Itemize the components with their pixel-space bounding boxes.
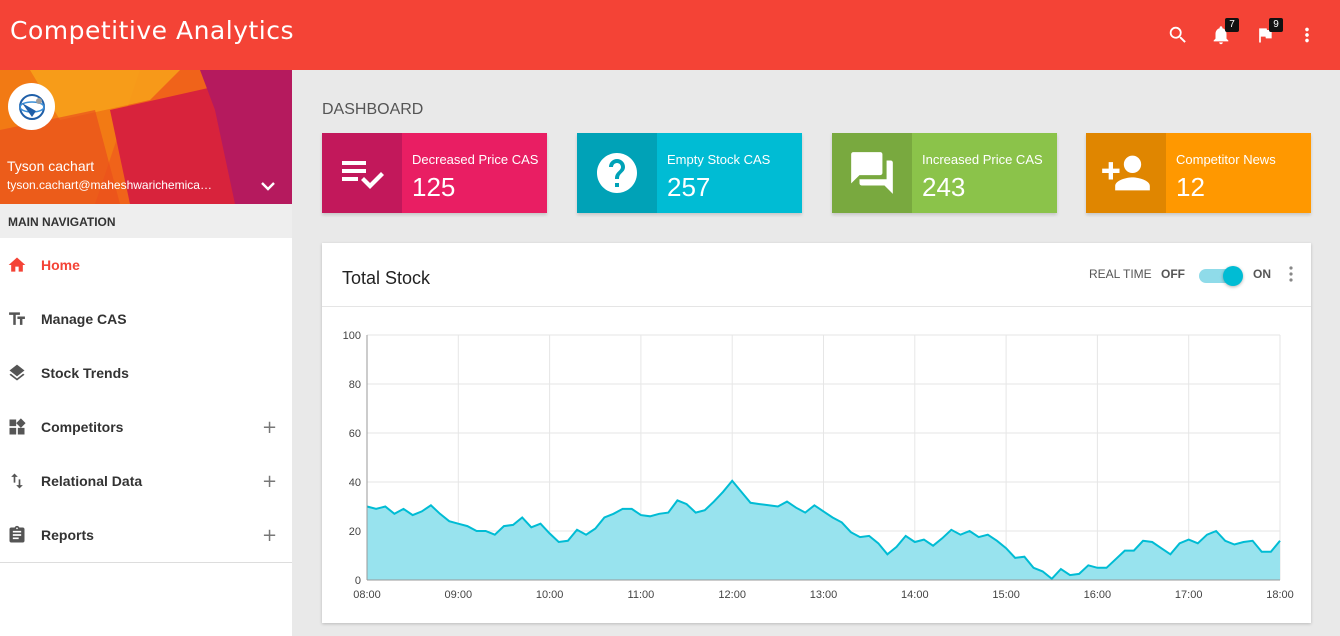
x-tick-label: 16:00 xyxy=(1084,589,1112,601)
expand-icon[interactable]: + xyxy=(262,525,278,546)
total-stock-card: Total Stock REAL TIME OFF ON 0 20 40 60 80 10… xyxy=(322,243,1311,623)
x-tick-label: 15:00 xyxy=(992,589,1020,601)
sidebar-item-reports[interactable]: Reports + xyxy=(0,508,292,562)
chevron-down-icon xyxy=(261,182,275,191)
sidebar-item-label: Manage CAS xyxy=(41,311,127,327)
more-vert-icon xyxy=(1289,266,1293,282)
info-box-text: Increased Price CAS xyxy=(922,152,1043,167)
x-tick-label: 08:00 xyxy=(353,589,381,601)
info-box-text: Decreased Price CAS xyxy=(412,152,539,167)
assignment-icon xyxy=(9,525,25,543)
x-tick-label: 14:00 xyxy=(901,589,929,601)
y-tick-label: 20 xyxy=(349,526,361,538)
info-box-empty-stock[interactable]: Empty Stock CAS 257 xyxy=(577,133,802,213)
sidebar-item-stock-trends[interactable]: Stock Trends xyxy=(0,346,292,400)
info-box-number: 12 xyxy=(1176,172,1205,202)
card-title: Total Stock xyxy=(342,268,431,288)
realtime-off-label: OFF xyxy=(1161,267,1185,281)
sidebar-item-label: Stock Trends xyxy=(41,365,129,381)
info-box-increased-price[interactable]: Increased Price CAS 243 xyxy=(832,133,1057,213)
avatar[interactable] xyxy=(8,83,55,130)
bell-icon xyxy=(1213,26,1229,45)
info-box-icon xyxy=(832,133,912,213)
sidebar-item-home[interactable]: Home xyxy=(0,238,292,292)
flag-icon xyxy=(1259,28,1272,43)
expand-icon[interactable]: + xyxy=(262,417,278,438)
info-box-number: 257 xyxy=(667,172,711,202)
series-line xyxy=(366,479,1281,581)
x-tick-label: 11:00 xyxy=(628,589,655,601)
flags-button[interactable]: 9 xyxy=(1252,18,1283,48)
swap-vert-icon xyxy=(11,473,23,489)
sidebar-item-label: Home xyxy=(41,257,80,273)
total-stock-chart: 0 20 40 60 80 100 08:00 09:00 10:00 11:00 12:00 13:… xyxy=(343,330,1294,601)
info-box-icon xyxy=(1086,133,1166,213)
app-title[interactable]: Competitive Analytics xyxy=(10,16,294,45)
info-box-number: 243 xyxy=(922,172,966,202)
x-tick-label: 12:00 xyxy=(718,589,746,601)
divider xyxy=(0,562,292,563)
y-tick-label: 0 xyxy=(355,575,361,587)
info-box-decreased-price[interactable]: Decreased Price CAS 125 xyxy=(322,133,547,213)
top-bar: Competitive Analytics 7 9 xyxy=(0,0,1340,70)
layers-icon xyxy=(9,364,25,381)
expand-icon[interactable]: + xyxy=(262,471,278,492)
widgets-icon xyxy=(9,418,26,435)
page-title: DASHBOARD xyxy=(322,101,424,118)
series-area xyxy=(367,480,1280,580)
realtime-on-label: ON xyxy=(1253,267,1271,281)
y-tick-label: 60 xyxy=(349,428,361,440)
sidebar-item-manage-cas[interactable]: Manage CAS xyxy=(0,292,292,346)
forum-icon xyxy=(851,152,893,194)
help-icon xyxy=(597,153,637,193)
sidebar-item-competitors[interactable]: Competitors + xyxy=(0,400,292,454)
card-header: Total Stock REAL TIME OFF ON xyxy=(322,243,1311,307)
toggle-knob xyxy=(1223,266,1243,286)
user-menu-toggle[interactable] xyxy=(258,178,278,196)
sidebar-item-label: Competitors xyxy=(41,419,124,435)
flags-badge: 9 xyxy=(1269,18,1283,32)
x-tick-label: 10:00 xyxy=(536,589,564,601)
notifications-badge: 7 xyxy=(1225,18,1239,32)
y-tick-label: 40 xyxy=(349,477,361,489)
x-tick-label: 18:00 xyxy=(1266,589,1294,601)
sidebar-item-relational-data[interactable]: Relational Data + xyxy=(0,454,292,508)
info-box-competitor-news[interactable]: Competitor News 12 xyxy=(1086,133,1311,213)
info-box-text: Competitor News xyxy=(1176,152,1276,167)
y-tick-label: 80 xyxy=(349,379,361,391)
user-panel: Tyson cachart tyson.cachart@maheshwarich… xyxy=(0,70,292,204)
realtime-label: REAL TIME xyxy=(1089,267,1152,281)
text-fields-icon xyxy=(9,312,25,325)
info-box-icon xyxy=(577,133,657,213)
info-box-number: 125 xyxy=(412,172,456,202)
more-vert-icon[interactable] xyxy=(1294,22,1320,48)
realtime-toggle[interactable] xyxy=(1199,266,1243,286)
person-add-icon xyxy=(1102,155,1150,191)
nav-header: MAIN NAVIGATION xyxy=(0,204,292,238)
notifications-button[interactable]: 7 xyxy=(1208,18,1239,48)
x-tick-label: 09:00 xyxy=(445,589,473,601)
y-tick-label: 100 xyxy=(343,330,361,342)
info-box-text: Empty Stock CAS xyxy=(667,152,771,167)
user-email: tyson.cachart@maheshwarichemicals.com xyxy=(7,178,212,192)
search-icon[interactable] xyxy=(1165,22,1191,48)
sidebar-item-label: Reports xyxy=(41,527,94,543)
home-icon xyxy=(8,257,26,272)
company-logo-icon xyxy=(18,93,45,120)
sidebar-item-label: Relational Data xyxy=(41,473,143,489)
sidebar: Tyson cachart tyson.cachart@maheshwarich… xyxy=(0,70,292,636)
info-box-icon xyxy=(322,133,402,213)
card-menu-button[interactable] xyxy=(1285,265,1297,283)
x-tick-label: 13:00 xyxy=(810,589,838,601)
x-tick-label: 17:00 xyxy=(1175,589,1203,601)
user-name: Tyson cachart xyxy=(7,158,95,174)
playlist-check-icon xyxy=(342,161,384,189)
